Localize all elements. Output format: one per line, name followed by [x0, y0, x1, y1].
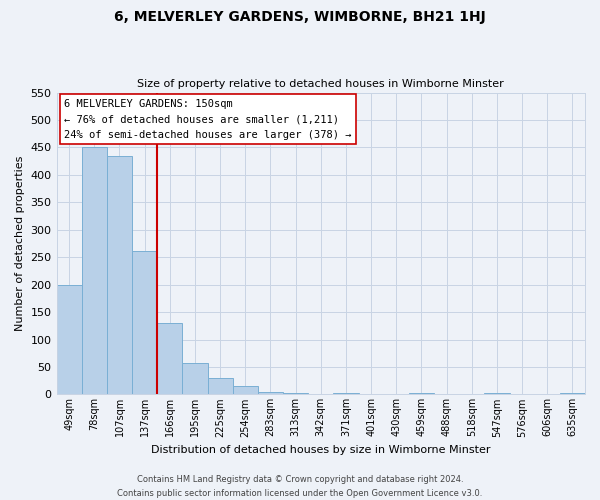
- Title: Size of property relative to detached houses in Wimborne Minster: Size of property relative to detached ho…: [137, 79, 504, 89]
- Bar: [233, 386, 258, 394]
- Bar: [334, 392, 359, 394]
- Bar: [208, 378, 233, 394]
- Bar: [157, 323, 182, 394]
- Text: Contains HM Land Registry data © Crown copyright and database right 2024.
Contai: Contains HM Land Registry data © Crown c…: [118, 476, 482, 498]
- Bar: [132, 250, 157, 394]
- X-axis label: Distribution of detached houses by size in Wimborne Minster: Distribution of detached houses by size …: [151, 445, 491, 455]
- Y-axis label: Number of detached properties: Number of detached properties: [15, 156, 25, 331]
- Bar: [82, 148, 107, 394]
- Bar: [182, 362, 208, 394]
- Text: 6 MELVERLEY GARDENS: 150sqm
← 76% of detached houses are smaller (1,211)
24% of : 6 MELVERLEY GARDENS: 150sqm ← 76% of det…: [64, 98, 352, 140]
- Bar: [107, 156, 132, 394]
- Bar: [258, 392, 283, 394]
- Text: 6, MELVERLEY GARDENS, WIMBORNE, BH21 1HJ: 6, MELVERLEY GARDENS, WIMBORNE, BH21 1HJ: [114, 10, 486, 24]
- Bar: [56, 284, 82, 395]
